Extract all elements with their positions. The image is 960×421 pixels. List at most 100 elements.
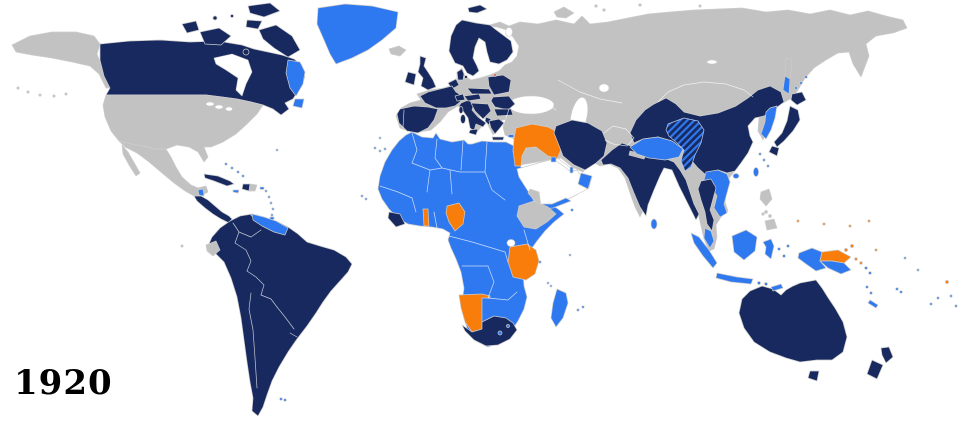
region-bulgaria: [493, 108, 514, 117]
hudson-bay: [213, 53, 253, 97]
region-tanganyika: [507, 243, 540, 281]
white-sea: [505, 27, 513, 37]
region-south-america: [207, 213, 353, 417]
region-hainan: [732, 173, 740, 179]
aral-sea: [598, 83, 610, 93]
region-south-africa: [461, 315, 518, 347]
region-kuril-islands: [794, 75, 808, 90]
region-tibet: [629, 136, 684, 161]
region-tasmania: [807, 370, 820, 382]
region-sino-tibetan-disputed: [665, 117, 705, 172]
region-kuwait: [550, 156, 557, 163]
region-ethiopia: [516, 200, 557, 230]
region-newfoundland: [292, 98, 305, 109]
region-syria-iraq-mandates: [512, 123, 563, 167]
region-falkland-islands: [279, 397, 287, 402]
region-new-caledonia: [867, 299, 879, 309]
region-puerto-rico: [259, 186, 265, 190]
region-jamaica: [232, 189, 240, 194]
region-iceland: [388, 45, 407, 57]
region-greece: [488, 118, 505, 135]
region-basutoland: [497, 330, 503, 336]
region-samoa-mandate: [945, 280, 949, 284]
region-pacific-islands: [865, 256, 958, 308]
region-ecuador: [205, 240, 221, 257]
region-denmark: [456, 68, 465, 81]
region-austria: [463, 93, 482, 102]
region-persia: [553, 119, 608, 171]
region-taiwan: [753, 167, 759, 177]
region-czechoslovakia: [466, 87, 493, 95]
great-lake-1: [205, 101, 215, 107]
region-cyprus: [507, 134, 515, 138]
lake-baikal: [706, 59, 718, 65]
region-yugoslavia: [470, 102, 492, 120]
region-bahamas: [224, 162, 245, 178]
region-aleutian-islands: [16, 86, 68, 98]
region-canary-islands: [373, 146, 387, 153]
region-ceylon: [650, 218, 658, 230]
region-nauru: [874, 248, 878, 252]
region-korea: [760, 105, 778, 140]
region-new-zealand-north: [880, 346, 894, 364]
region-qatar-bahrain: [569, 166, 574, 174]
region-togoland: [422, 208, 430, 227]
region-west-new-guinea: [797, 247, 827, 272]
region-ryukyu-islands: [758, 152, 770, 168]
region-sakhalin-south: [782, 75, 791, 95]
region-micronesia-mandate: [796, 219, 871, 228]
great-lake-3: [225, 106, 233, 112]
region-novaya-zemlya: [553, 6, 575, 19]
region-bismarck-solomon-mandates: [844, 244, 863, 265]
region-sardinia: [460, 114, 466, 124]
region-africa-colonies: [377, 131, 565, 348]
region-labrador: [285, 59, 306, 97]
region-zealand: [464, 75, 468, 79]
region-indian-ocean-islands: [538, 208, 585, 312]
internal-borders: [232, 79, 754, 389]
region-hokkaido: [790, 91, 807, 106]
region-corsica: [458, 106, 464, 114]
region-france: [419, 85, 463, 109]
region-iberia: [396, 105, 439, 134]
region-scandinavia: [448, 19, 514, 77]
region-ireland: [404, 71, 417, 86]
region-guianas: [251, 213, 289, 236]
region-south-west-africa: [458, 293, 491, 333]
region-kyushu-shikoku: [768, 145, 780, 157]
lake-victoria: [506, 239, 516, 247]
region-great-britain: [417, 55, 437, 91]
great-lake-2: [214, 104, 224, 110]
region-oman: [577, 172, 593, 190]
region-liberia: [387, 211, 406, 228]
region-swaziland: [506, 324, 510, 328]
region-bermuda: [275, 148, 279, 152]
region-dominican-republic: [248, 183, 258, 192]
region-mexico: [118, 140, 209, 197]
region-switzerland: [454, 93, 466, 102]
region-poland: [487, 74, 512, 96]
region-danzig: [493, 73, 497, 77]
year-label: 1920: [14, 363, 113, 403]
region-fiji: [895, 287, 903, 294]
region-alaska: [11, 31, 113, 89]
region-canadian-arctic-islands: [181, 2, 301, 58]
region-cape-verde: [360, 194, 368, 201]
region-madeira: [378, 136, 382, 140]
region-lesser-antilles: [250, 189, 275, 218]
region-solomon-islands: [864, 266, 872, 275]
region-central-america: [193, 195, 233, 224]
black-sea: [507, 95, 555, 115]
region-cuba: [203, 173, 235, 187]
region-honshu: [773, 105, 801, 148]
region-dutch-east-indies: [690, 229, 790, 292]
region-russian-arctic-islands: [594, 3, 702, 12]
region-siam: [697, 178, 717, 232]
region-baja-california: [121, 144, 141, 177]
region-sicily: [468, 128, 479, 136]
region-svalbard: [467, 4, 488, 14]
region-cameroon: [445, 202, 466, 232]
region-crete: [491, 136, 505, 141]
